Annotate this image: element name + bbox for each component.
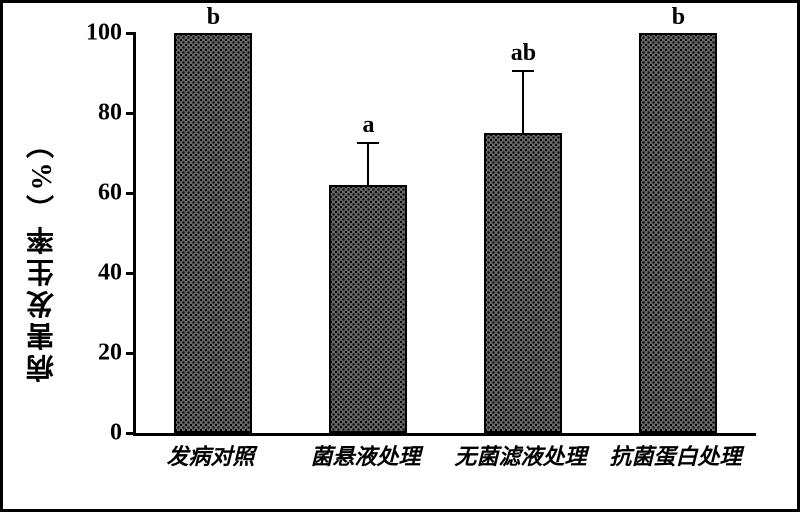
bar: b	[174, 33, 252, 433]
significance-label: a	[362, 112, 374, 139]
error-bar	[367, 143, 369, 187]
error-bar	[522, 71, 524, 135]
bar: b	[639, 33, 717, 433]
significance-label: ab	[511, 40, 536, 67]
y-axis-label: 病害发生率（%）	[23, 130, 63, 383]
bar-group: b	[604, 33, 753, 433]
y-tick-label: 80	[98, 100, 122, 127]
y-tick	[126, 192, 136, 195]
x-labels-row: 发病对照菌悬液处理无菌滤液处理抗菌蛋白处理	[133, 439, 753, 471]
significance-label: b	[207, 4, 220, 31]
x-category-label: 抗菌蛋白处理	[601, 439, 750, 471]
bar: ab	[484, 133, 562, 433]
bar: a	[329, 185, 407, 433]
y-tick-label: 60	[98, 180, 122, 207]
y-tick	[126, 352, 136, 355]
x-category-label: 发病对照	[136, 439, 285, 471]
y-tick	[126, 32, 136, 35]
bar-group: ab	[449, 133, 598, 433]
x-category-label: 菌悬液处理	[291, 439, 440, 471]
y-tick-label: 20	[98, 340, 122, 367]
x-category-label: 无菌滤液处理	[446, 439, 595, 471]
chart-frame: 病害发生率（%） baabb 020406080100 发病对照菌悬液处理无菌滤…	[0, 0, 800, 512]
bar-group: a	[294, 185, 443, 433]
y-tick	[126, 112, 136, 115]
y-tick	[126, 272, 136, 275]
y-tick-label: 0	[110, 420, 122, 447]
error-cap-top	[512, 70, 534, 72]
error-cap-bottom	[357, 185, 379, 187]
y-tick-label: 100	[86, 20, 122, 47]
plot-area: baabb 020406080100	[133, 33, 756, 436]
error-cap-top	[357, 142, 379, 144]
error-cap-bottom	[512, 133, 534, 135]
bar-group: b	[139, 33, 288, 433]
y-tick-label: 40	[98, 260, 122, 287]
significance-label: b	[672, 4, 685, 31]
bars-container: baabb	[136, 33, 756, 433]
y-tick	[126, 432, 136, 435]
